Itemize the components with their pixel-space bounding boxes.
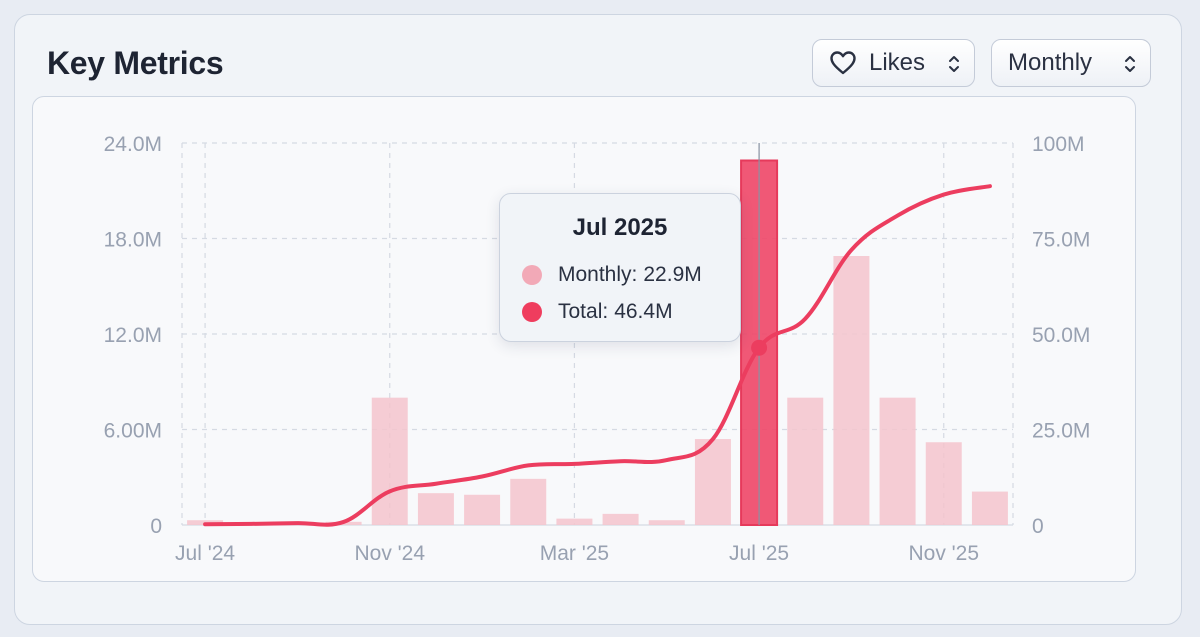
monthly-bars [187,159,1008,526]
total-legend-dot [522,302,542,322]
y-right-tick-label: 100M [1032,133,1085,156]
y-right-tick-label: 25.0M [1032,420,1090,443]
metric-select-value: Likes [869,49,926,76]
monthly-bar [971,491,1008,525]
monthly-bar [371,397,408,525]
tooltip-total-label: Total: [558,300,609,323]
tooltip-total-value: 46.4M [614,300,673,323]
monthly-bar [464,494,501,525]
y-right-tick-label: 75.0M [1032,229,1090,252]
tooltip-monthly-label: Monthly: [558,263,638,286]
chart-tooltip: Jul 2025 Monthly: 22.9M Total: 46.4M [499,193,741,342]
y-left-tick-label: 6.00M [104,420,162,443]
monthly-bar [879,397,916,525]
axis-labels: 0 6.00M 12.0M 18.0M 24.0M 0 25.0M 50.0M 75.0M 100… [104,133,1091,565]
metric-select[interactable]: Likes [812,39,975,87]
x-tick-label: Jul '25 [729,542,789,565]
y-right-tick-label: 50.0M [1032,324,1090,347]
updown-chevron-icon [1124,53,1136,81]
total-point-active [751,339,768,356]
monthly-legend-dot [522,265,542,285]
period-select-value: Monthly [1008,49,1093,76]
tooltip-monthly-value: 22.9M [643,263,702,286]
y-left-tick-label: 18.0M [104,229,162,252]
card-title: Key Metrics [47,45,224,81]
y-left-tick-label: 24.0M [104,133,162,156]
monthly-bar [510,478,547,525]
y-left-tick-label: 12.0M [104,324,162,347]
monthly-bar [694,439,731,525]
x-tick-label: Nov '25 [908,542,979,565]
monthly-bar [833,256,870,525]
tooltip-title: Jul 2025 [572,214,668,241]
monthly-bar [648,520,685,525]
x-tick-label: Jul '24 [175,542,235,565]
x-tick-label: Nov '24 [354,542,425,565]
period-select[interactable]: Monthly [991,39,1151,87]
tooltip-row-total: Total: 46.4M [522,300,673,324]
x-tick-label: Mar '25 [540,542,609,565]
tooltip-row-monthly: Monthly: 22.9M [522,263,702,287]
heart-icon [829,50,857,76]
monthly-bar [925,442,962,525]
y-right-tick-label: 0 [1032,515,1044,538]
monthly-bar [556,518,593,525]
total-line [203,143,992,527]
y-left-tick-label: 0 [150,515,162,538]
updown-chevron-icon [948,53,960,81]
monthly-bar [787,397,824,525]
monthly-bar [417,493,454,525]
total-line-path [203,184,992,527]
monthly-bar [602,513,639,525]
